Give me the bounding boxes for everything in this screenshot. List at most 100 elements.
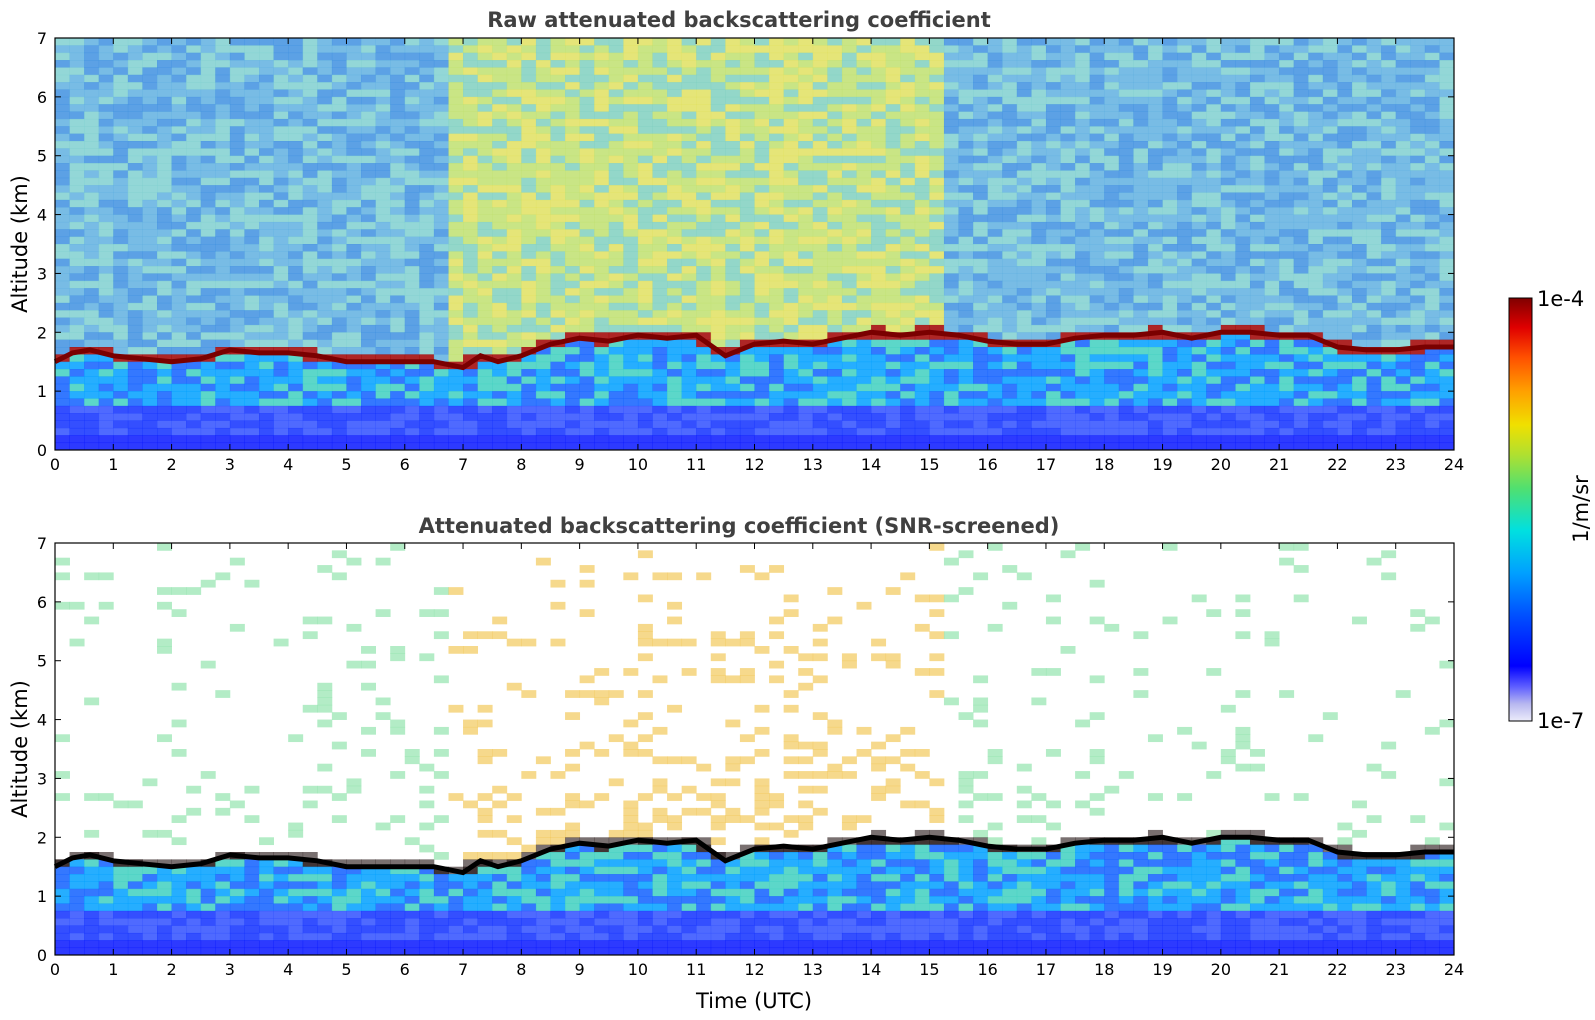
heatmap-cell <box>1089 288 1105 296</box>
heatmap-cell <box>433 118 449 127</box>
heatmap-cell <box>1016 361 1032 370</box>
heatmap-cell <box>681 258 697 267</box>
heatmap-cell <box>1293 442 1309 451</box>
heatmap-cell <box>331 427 347 436</box>
heatmap-cell <box>885 288 901 296</box>
heatmap-cell <box>419 324 435 333</box>
heatmap-cell <box>186 273 202 282</box>
heatmap-cell <box>113 177 129 186</box>
heatmap-cell <box>98 369 114 377</box>
heatmap-cell <box>1162 207 1178 215</box>
heatmap-cell <box>565 310 581 318</box>
heatmap-cell <box>1322 324 1338 333</box>
heatmap-cell <box>433 141 449 149</box>
heatmap-cell <box>769 67 785 76</box>
heatmap-cell <box>943 236 959 245</box>
heatmap-cell <box>375 118 391 127</box>
heatmap-cell <box>579 236 595 245</box>
heatmap-cell <box>463 310 479 318</box>
heatmap-cell <box>565 251 581 260</box>
heatmap-cell <box>1060 192 1076 201</box>
heatmap-cell <box>331 118 347 127</box>
heatmap-cell <box>1177 82 1193 90</box>
heatmap-cell <box>331 302 347 311</box>
heatmap-cell <box>1075 170 1091 179</box>
heatmap-cell <box>69 192 85 201</box>
heatmap-cell <box>404 244 420 252</box>
heatmap-cell <box>331 295 347 304</box>
heatmap-cell <box>1045 266 1061 274</box>
heatmap-cell <box>725 376 741 385</box>
heatmap-cell <box>127 427 143 436</box>
heatmap-cell <box>1104 310 1120 318</box>
heatmap-cell <box>1089 74 1105 83</box>
heatmap-cell <box>477 214 493 223</box>
heatmap-cell <box>1133 67 1149 76</box>
heatmap-cell <box>1279 163 1295 171</box>
heatmap-cell <box>200 207 216 215</box>
heatmap-cell <box>55 89 70 98</box>
heatmap-cell <box>1104 207 1120 215</box>
heatmap-cell <box>55 45 70 54</box>
heatmap-cell <box>229 45 245 54</box>
heatmap-cell <box>579 427 595 436</box>
heatmap-cell <box>98 266 114 274</box>
heatmap-cell <box>1235 133 1251 142</box>
heatmap-cell <box>142 52 158 61</box>
heatmap-cell <box>171 339 187 348</box>
heatmap-cell <box>302 207 318 215</box>
heatmap-cell <box>710 60 726 68</box>
heatmap-cell <box>550 383 566 392</box>
heatmap-cell <box>667 442 683 451</box>
heatmap-cell <box>361 427 376 436</box>
heatmap-cell <box>652 442 668 451</box>
heatmap-cell <box>186 118 202 127</box>
heatmap-cell <box>1177 317 1193 326</box>
heatmap-cell <box>754 126 770 135</box>
heatmap-cell <box>317 111 333 120</box>
heatmap-cell <box>856 45 872 54</box>
heatmap-cell <box>506 258 522 267</box>
heatmap-cell <box>754 60 770 68</box>
heatmap-cell <box>754 74 770 83</box>
heatmap-cell <box>244 104 260 112</box>
heatmap-cell <box>900 155 916 164</box>
heatmap-cell <box>1191 118 1207 127</box>
heatmap-cell <box>84 420 100 429</box>
heatmap-cell <box>710 302 726 311</box>
heatmap-cell <box>492 148 508 157</box>
heatmap-cell <box>229 280 245 289</box>
heatmap-cell <box>390 295 406 304</box>
heatmap-cell <box>448 258 464 267</box>
heatmap-cell <box>84 82 100 90</box>
heatmap-cell <box>652 163 668 171</box>
heatmap-cell <box>157 133 172 142</box>
heatmap-cell <box>637 266 653 274</box>
heatmap-cell <box>754 89 770 98</box>
heatmap-cell <box>1235 251 1251 260</box>
heatmap-cell <box>696 251 712 260</box>
heatmap-cell <box>1220 155 1236 164</box>
heatmap-cell <box>623 229 639 238</box>
heatmap-cell <box>390 288 406 296</box>
heatmap-cell <box>1322 214 1338 223</box>
heatmap-cell <box>900 413 916 421</box>
heatmap-cell <box>506 347 522 355</box>
heatmap-cell <box>1293 324 1309 333</box>
heatmap-cell <box>710 236 726 245</box>
heatmap-cell <box>929 288 945 296</box>
heatmap-cell <box>1177 133 1193 142</box>
heatmap-cell <box>127 111 143 120</box>
heatmap-cell <box>1162 405 1178 414</box>
heatmap-cell <box>331 52 347 61</box>
heatmap-cell <box>404 163 420 171</box>
heatmap-cell <box>798 192 814 201</box>
heatmap-cell <box>506 126 522 135</box>
heatmap-cell <box>550 45 566 54</box>
heatmap-cell <box>259 126 274 135</box>
heatmap-cell <box>113 38 129 46</box>
heatmap-cell <box>871 251 887 260</box>
heatmap-cell <box>492 96 508 105</box>
heatmap-cell <box>215 442 231 451</box>
heatmap-cell <box>506 251 522 260</box>
